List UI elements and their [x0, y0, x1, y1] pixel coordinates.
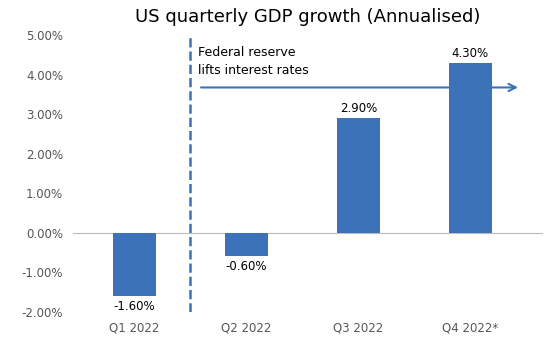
Text: -1.60%: -1.60%: [114, 300, 155, 313]
Text: Federal reserve: Federal reserve: [198, 46, 296, 59]
Bar: [113, 233, 156, 296]
Text: lifts interest rates: lifts interest rates: [198, 64, 309, 77]
Text: -0.60%: -0.60%: [226, 260, 267, 273]
Title: US quarterly GDP growth (Annualised): US quarterly GDP growth (Annualised): [136, 7, 480, 25]
Bar: [337, 118, 380, 233]
Bar: [449, 63, 492, 233]
Text: 4.30%: 4.30%: [452, 47, 489, 60]
Text: 2.90%: 2.90%: [340, 102, 377, 115]
Bar: [225, 233, 268, 256]
